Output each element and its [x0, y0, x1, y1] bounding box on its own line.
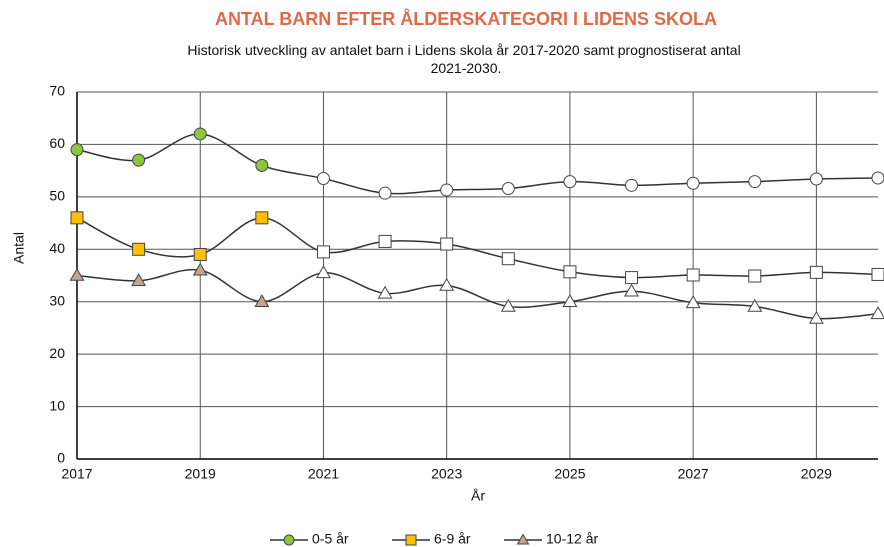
marker	[625, 178, 639, 192]
marker	[192, 262, 208, 276]
series	[70, 211, 884, 285]
marker	[685, 295, 701, 309]
marker	[871, 267, 884, 281]
y-axis-label: Antal	[11, 232, 27, 264]
marker	[809, 172, 823, 186]
marker	[193, 127, 207, 141]
legend-label: 6-9 år	[434, 531, 471, 547]
marker	[283, 534, 295, 546]
x-tick-label: 2025	[554, 466, 585, 482]
chart-subtitle: Historisk utveckling av antalet barn i L…	[187, 42, 744, 76]
x-tick-label: 2023	[431, 466, 462, 482]
legend-label: 10-12 år	[546, 531, 598, 547]
x-tick-label: 2021	[308, 466, 339, 482]
marker	[132, 242, 146, 256]
marker	[562, 294, 578, 308]
x-axis-label: År	[471, 488, 485, 504]
marker	[440, 237, 454, 251]
marker	[440, 183, 454, 197]
marker	[808, 310, 824, 324]
marker	[378, 186, 392, 200]
marker	[255, 211, 269, 225]
legend-label: 0-5 år	[312, 531, 349, 547]
y-tick-label: 20	[49, 345, 65, 361]
y-tick-label: 60	[49, 135, 65, 151]
series	[69, 262, 884, 324]
x-tick-label: 2029	[801, 466, 832, 482]
marker	[316, 245, 330, 259]
marker	[378, 234, 392, 248]
chart-title: ANTAL BARN EFTER ÅLDERSKATEGORI I LIDENS…	[215, 9, 717, 29]
marker	[405, 534, 417, 546]
marker	[686, 176, 700, 190]
marker	[871, 171, 884, 185]
series	[70, 127, 884, 200]
y-tick-label: 30	[49, 292, 65, 308]
y-tick-label: 0	[57, 450, 65, 466]
y-tick-label: 10	[49, 397, 65, 413]
marker	[500, 298, 516, 312]
marker	[516, 533, 530, 545]
marker	[315, 265, 331, 279]
marker	[501, 252, 515, 266]
marker	[870, 306, 884, 320]
marker	[748, 175, 762, 189]
marker	[316, 172, 330, 186]
marker	[809, 265, 823, 279]
marker	[69, 267, 85, 281]
marker	[624, 283, 640, 297]
y-tick-label: 50	[49, 188, 65, 204]
y-tick-label: 70	[49, 83, 65, 99]
marker	[686, 268, 700, 282]
x-tick-label: 2027	[678, 466, 709, 482]
marker	[377, 285, 393, 299]
marker	[70, 143, 84, 157]
marker	[439, 277, 455, 291]
marker	[254, 294, 270, 308]
marker	[501, 181, 515, 195]
x-tick-label: 2017	[61, 466, 92, 482]
marker	[255, 158, 269, 172]
y-tick-label: 40	[49, 240, 65, 256]
marker	[563, 265, 577, 279]
marker	[563, 175, 577, 189]
marker	[625, 271, 639, 285]
marker	[748, 269, 762, 283]
x-tick-label: 2019	[185, 466, 216, 482]
marker	[193, 248, 207, 262]
marker	[70, 211, 84, 225]
marker	[747, 298, 763, 312]
marker	[132, 153, 146, 167]
marker	[131, 273, 147, 287]
